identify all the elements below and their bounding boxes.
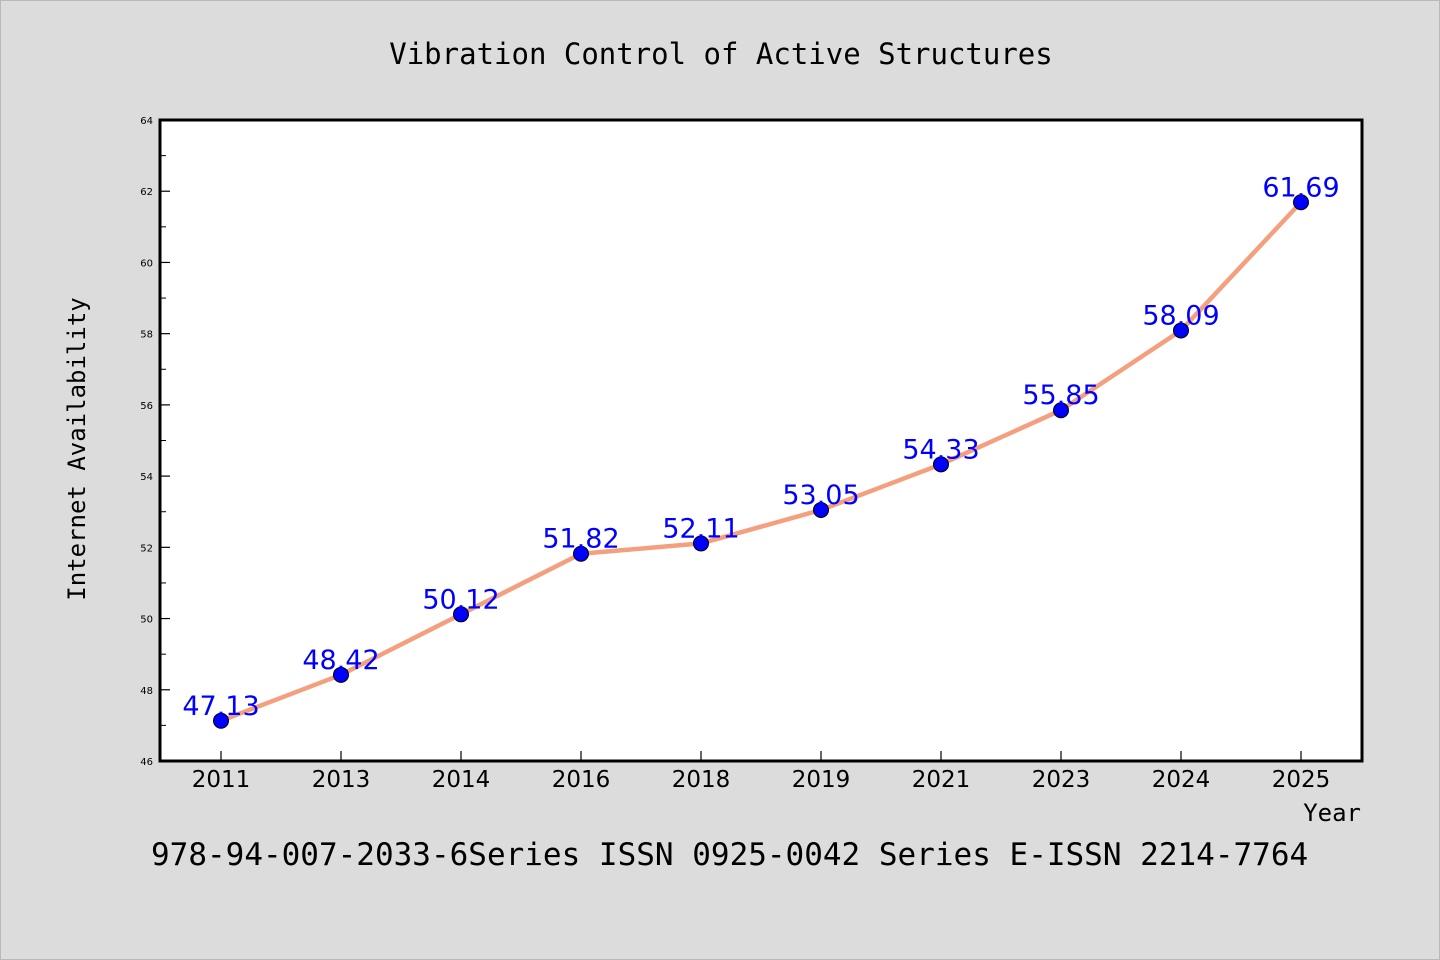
y-tick-label: 50	[140, 615, 153, 626]
data-label: 47.13	[182, 691, 259, 722]
series-layer: 47.13 48.42 50.12 51.82 52.11 53.05 54.33 55.85…	[182, 172, 1340, 729]
data-label: 55.85	[1022, 380, 1099, 411]
data-point	[693, 535, 709, 552]
data-point	[333, 666, 349, 683]
x-tick-label: 2013	[312, 767, 371, 793]
data-point	[213, 712, 229, 729]
data-label: 61.69	[1262, 172, 1339, 203]
data-point	[1173, 322, 1189, 339]
y-tick-label: 62	[140, 187, 153, 198]
x-tick-label: 2024	[1152, 767, 1211, 793]
data-point	[933, 456, 949, 473]
data-label: 52.11	[662, 513, 739, 544]
data-point	[1053, 402, 1069, 419]
y-tick-label: 56	[140, 401, 153, 412]
data-label: 50.12	[422, 584, 499, 615]
y-tick-label: 58	[140, 330, 153, 341]
data-label: 53.05	[782, 480, 859, 511]
x-tick-label: 2011	[192, 767, 251, 793]
data-label: 48.42	[302, 645, 379, 676]
plot-area	[158, 118, 1364, 763]
x-axis: 2011 2013 2014 2016 2018 2019 2021 2023 2024 2025	[192, 751, 1331, 793]
x-tick-label: 2025	[1272, 767, 1331, 793]
x-tick-label: 2014	[432, 767, 491, 793]
series-line	[218, 200, 1304, 724]
y-tick-label: 54	[140, 472, 153, 483]
data-point	[813, 501, 829, 518]
y-axis-label: Internet Availability	[63, 297, 91, 600]
chart-title: Vibration Control of Active Structures	[389, 37, 1052, 71]
y-tick-label: 60	[140, 258, 153, 269]
footer-isbn-issn: 978-94-007-2033-6Series ISSN 0925-0042 S…	[151, 837, 1308, 873]
data-label: 54.33	[902, 434, 979, 465]
y-tick-label: 64	[140, 116, 153, 127]
y-axis: 46 48 50 52 54 56 58 60 62 64	[140, 116, 170, 768]
y-tick-label: 46	[140, 757, 153, 768]
x-axis-label: Year	[1303, 799, 1361, 827]
data-label: 51.82	[542, 524, 619, 555]
y-tick-label: 52	[140, 543, 153, 554]
x-tick-label: 2023	[1032, 767, 1091, 793]
data-point	[453, 606, 469, 623]
x-tick-label: 2016	[552, 767, 611, 793]
data-point	[1293, 194, 1309, 211]
x-tick-label: 2018	[672, 767, 731, 793]
y-tick-label: 48	[140, 686, 153, 697]
data-point	[573, 545, 589, 562]
data-label: 58.09	[1142, 300, 1219, 331]
x-tick-label: 2021	[912, 767, 971, 793]
x-tick-label: 2019	[792, 767, 851, 793]
